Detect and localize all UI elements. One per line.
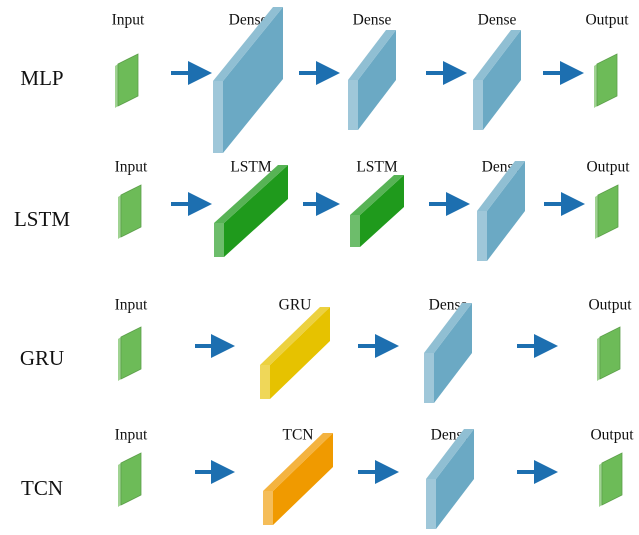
- row-label: TCN: [21, 476, 63, 500]
- layer-label: Output: [586, 159, 630, 176]
- layer-label: GRU: [279, 297, 312, 314]
- layer-label: Output: [588, 297, 632, 314]
- layer-label: Output: [590, 427, 634, 444]
- row-label: GRU: [20, 346, 64, 370]
- row-label: MLP: [20, 66, 63, 90]
- layer-label: Dense: [229, 12, 268, 29]
- layer-block-input: [599, 452, 623, 507]
- layer-block-dense: [477, 161, 525, 261]
- row-mlp: MLP Input Dense Dense Dense Output: [20, 7, 629, 153]
- row-label: LSTM: [14, 207, 70, 231]
- layer-label: Input: [115, 427, 148, 444]
- layer-block-tcn: [263, 433, 333, 525]
- layer-block-input: [118, 184, 142, 239]
- layer-label: Input: [115, 159, 148, 176]
- layer-label: LSTM: [230, 159, 272, 176]
- layer-block-dense: [348, 30, 396, 130]
- layer-block-gru: [260, 307, 330, 399]
- layer-block-dense: [213, 7, 283, 153]
- layer-label: TCN: [283, 427, 314, 444]
- layer-block-dense: [426, 429, 474, 529]
- layer-block-input: [115, 53, 139, 108]
- layer-label: Output: [585, 12, 629, 29]
- rows-container: MLP Input Dense Dense Dense Output LSTM Input LS…: [14, 7, 634, 529]
- layer-block-input: [595, 184, 619, 239]
- layer-label: Input: [115, 297, 148, 314]
- layer-block-lstm: [350, 175, 404, 247]
- layer-block-dense: [424, 303, 472, 403]
- layer-block-input: [118, 452, 142, 507]
- layer-block-dense: [473, 30, 521, 130]
- layer-block-input: [594, 53, 618, 108]
- layer-block-input: [597, 326, 621, 381]
- layer-label: LSTM: [356, 159, 398, 176]
- layer-label: Dense: [353, 12, 392, 29]
- layer-block-input: [118, 326, 142, 381]
- layer-label: Dense: [478, 12, 517, 29]
- layer-label: Input: [112, 12, 145, 29]
- layer-block-lstm: [214, 165, 288, 257]
